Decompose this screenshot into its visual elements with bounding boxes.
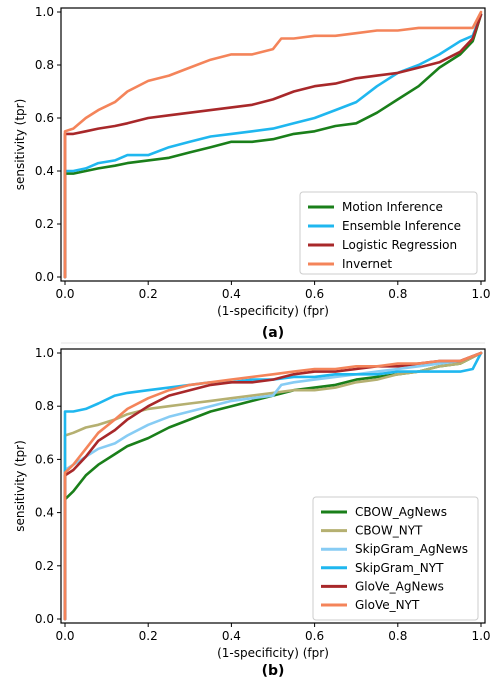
plot-frame — [60, 348, 486, 624]
legend-entry: SkipGram_AgNews — [355, 542, 468, 556]
chart-panel-b: 0.0 0.2 0.4 0.6 0.8 1.0 0.0 0.2 0.4 0.6 0.8 1.0 (1-s… — [13, 346, 491, 679]
legend-entry: Motion Inference — [342, 200, 443, 214]
x-tick-label: 0.6 — [305, 287, 324, 301]
x-tick-label: 0.8 — [388, 287, 407, 301]
x-axis-label: (1-specificity) (fpr) — [217, 304, 329, 318]
y-tick-label: 0.2 — [35, 559, 54, 573]
x-tick-label: 1.0 — [471, 629, 490, 643]
y-tick-label: 0.4 — [35, 506, 54, 520]
x-axis-label: (1-specificity) (fpr) — [217, 646, 329, 660]
legend-entry: CBOW_AgNews — [355, 505, 447, 519]
series-line-invernet — [63, 10, 483, 279]
x-tick-label: 0.0 — [55, 287, 74, 301]
legend-box — [299, 191, 478, 275]
legend-entry: SkipGram_NYT — [355, 561, 444, 575]
legend: Motion Inference Ensemble Inference Logist… — [299, 191, 478, 275]
y-axis-label: sensitivity (tpr) — [13, 99, 27, 191]
legend-entry: Logistic Regression — [342, 238, 457, 252]
y-tick-label: 0.0 — [35, 270, 54, 284]
y-tick-label: 0.6 — [35, 111, 54, 125]
x-tick-label: 0.0 — [55, 629, 74, 643]
series-line-skipgram-agnews — [63, 351, 483, 621]
x-tick-label: 0.4 — [222, 287, 241, 301]
legend-entry: Invernet — [342, 257, 392, 271]
series-line-glove-nyt — [63, 351, 483, 621]
y-tick-label: 0.8 — [35, 399, 54, 413]
y-tick-label: 1.0 — [35, 5, 54, 19]
y-tick-label: 0.8 — [35, 58, 54, 72]
legend-entry: Ensemble Inference — [342, 219, 461, 233]
series-line-cbow-nyt — [63, 351, 483, 621]
y-tick-label: 1.0 — [35, 346, 54, 360]
legend-entry: CBOW_NYT — [355, 524, 423, 538]
y-axis-label: sensitivity (tpr) — [13, 440, 27, 532]
plot-frame — [60, 7, 486, 282]
series-line-motion-inference — [63, 13, 483, 279]
x-tick-label: 0.4 — [222, 629, 241, 643]
x-tick-label: 1.0 — [471, 287, 490, 301]
panel-label: (b) — [262, 663, 285, 679]
y-tick-label: 0.2 — [35, 217, 54, 231]
series-line-skipgram-nyt — [63, 351, 483, 621]
series-line-glove-agnews — [63, 351, 483, 621]
legend-entry: GloVe_AgNews — [355, 579, 444, 593]
x-tick-label: 0.8 — [388, 629, 407, 643]
x-tick-label: 0.6 — [305, 629, 324, 643]
panel-label: (a) — [262, 325, 284, 341]
y-tick-label: 0.6 — [35, 452, 54, 466]
x-tick-label: 0.2 — [139, 287, 158, 301]
y-tick-label: 0.0 — [35, 612, 54, 626]
chart-panel-a: 0.0 0.2 0.4 0.6 0.8 1.0 0.0 0.2 0.4 0.6 0.8 1.0 (1-s… — [13, 5, 491, 341]
x-tick-label: 0.2 — [139, 629, 158, 643]
legend: CBOW_AgNews CBOW_NYT SkipGram_AgNews SkipGr… — [312, 496, 479, 621]
y-tick-label: 0.4 — [35, 164, 54, 178]
series-line-ensemble-inference — [63, 13, 483, 279]
legend-box — [312, 496, 479, 621]
legend-entry: GloVe_NYT — [355, 598, 420, 612]
series-line-logistic-regression — [63, 13, 483, 279]
